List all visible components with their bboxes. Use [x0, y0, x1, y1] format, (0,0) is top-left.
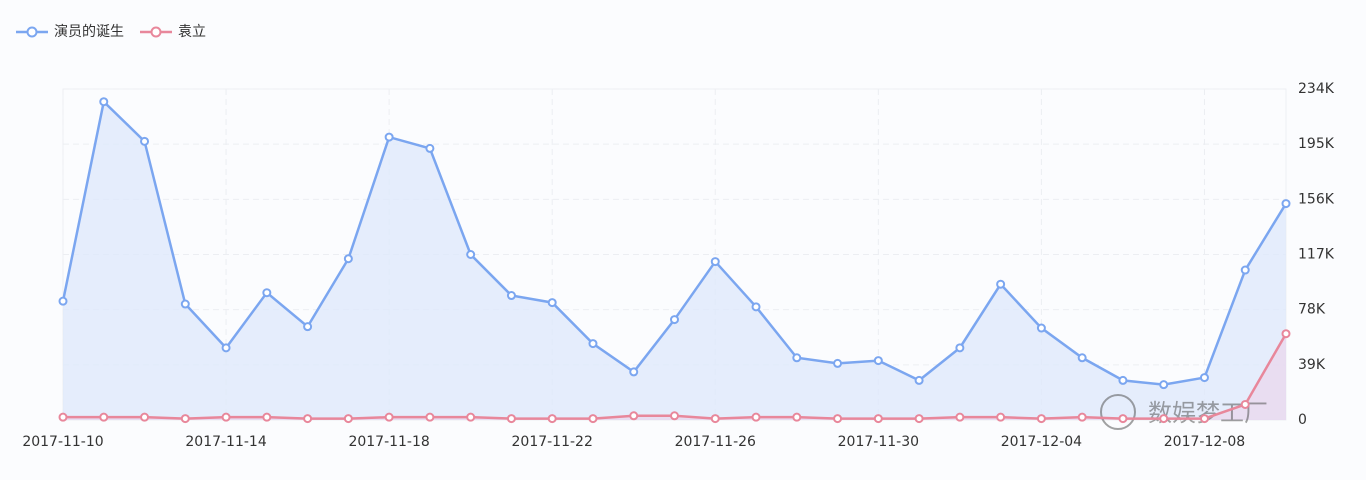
point: [629, 367, 639, 377]
legend-marker: [150, 26, 162, 38]
point: [58, 296, 68, 306]
point: [343, 414, 353, 424]
y-tick-label: 0: [1298, 412, 1307, 428]
point: [140, 136, 150, 146]
point: [180, 414, 190, 424]
point: [1281, 199, 1291, 209]
y-tick-label: 78K: [1298, 302, 1326, 318]
x-tick-label: 2017-11-22: [512, 434, 593, 450]
point: [547, 414, 557, 424]
point: [1036, 323, 1046, 333]
x-tick-label: 2017-11-26: [675, 434, 756, 450]
point: [466, 412, 476, 422]
point: [425, 143, 435, 153]
watermark: 数娱梦工厂: [1148, 399, 1268, 427]
point: [384, 132, 394, 142]
point: [343, 254, 353, 264]
point: [751, 302, 761, 312]
point: [996, 412, 1006, 422]
y-tick-label: 156K: [1298, 191, 1335, 207]
point: [1077, 412, 1087, 422]
point: [914, 375, 924, 385]
watermark-icon: [1100, 394, 1136, 430]
legend-label: 袁立: [178, 24, 206, 40]
point: [1159, 414, 1169, 424]
point: [262, 412, 272, 422]
point: [710, 257, 720, 267]
point: [180, 299, 190, 309]
point: [1281, 329, 1291, 339]
point: [58, 412, 68, 422]
x-tick-label: 2017-11-10: [22, 434, 103, 450]
point: [1240, 399, 1250, 409]
x-tick-label: 2017-11-14: [185, 434, 266, 450]
point: [873, 414, 883, 424]
legend-marker: [26, 26, 38, 38]
point: [670, 315, 679, 325]
point: [99, 97, 109, 107]
point: [996, 279, 1006, 289]
y-tick-label: 195K: [1298, 136, 1335, 152]
point: [792, 353, 802, 363]
point: [670, 411, 679, 421]
point: [873, 356, 883, 366]
point: [588, 414, 598, 424]
point: [1199, 373, 1209, 383]
y-tick-label: 117K: [1298, 247, 1335, 263]
point: [1199, 414, 1209, 424]
point: [955, 412, 965, 422]
y-tick-label: 39K: [1298, 357, 1326, 373]
point: [466, 250, 476, 259]
point: [751, 412, 761, 422]
point: [1118, 375, 1128, 385]
point: [833, 414, 843, 424]
point: [262, 288, 272, 298]
point: [384, 412, 394, 422]
point: [955, 343, 965, 353]
point: [221, 343, 231, 353]
point: [303, 414, 313, 424]
legend-label: 演员的诞生: [54, 24, 124, 40]
x-tick-label: 2017-12-04: [1001, 434, 1082, 450]
point: [1240, 265, 1250, 275]
point: [506, 414, 516, 424]
point: [303, 322, 313, 332]
x-tick-label: 2017-11-30: [838, 434, 919, 450]
point: [1159, 380, 1169, 390]
point: [914, 414, 924, 424]
point: [833, 358, 843, 368]
area: [63, 101, 1286, 420]
point: [425, 412, 435, 422]
point: [1077, 353, 1087, 363]
x-tick-label: 2017-11-18: [348, 434, 429, 450]
y-tick-label: 234K: [1298, 81, 1335, 97]
point: [588, 339, 598, 349]
point: [99, 412, 109, 422]
point: [629, 411, 639, 421]
point: [1118, 414, 1128, 424]
x-tick-label: 2017-12-08: [1164, 434, 1245, 450]
point: [506, 291, 516, 301]
point: [547, 298, 557, 308]
point: [140, 412, 150, 422]
point: [710, 414, 720, 424]
point: [221, 412, 231, 422]
point: [792, 412, 802, 422]
point: [1036, 414, 1046, 424]
